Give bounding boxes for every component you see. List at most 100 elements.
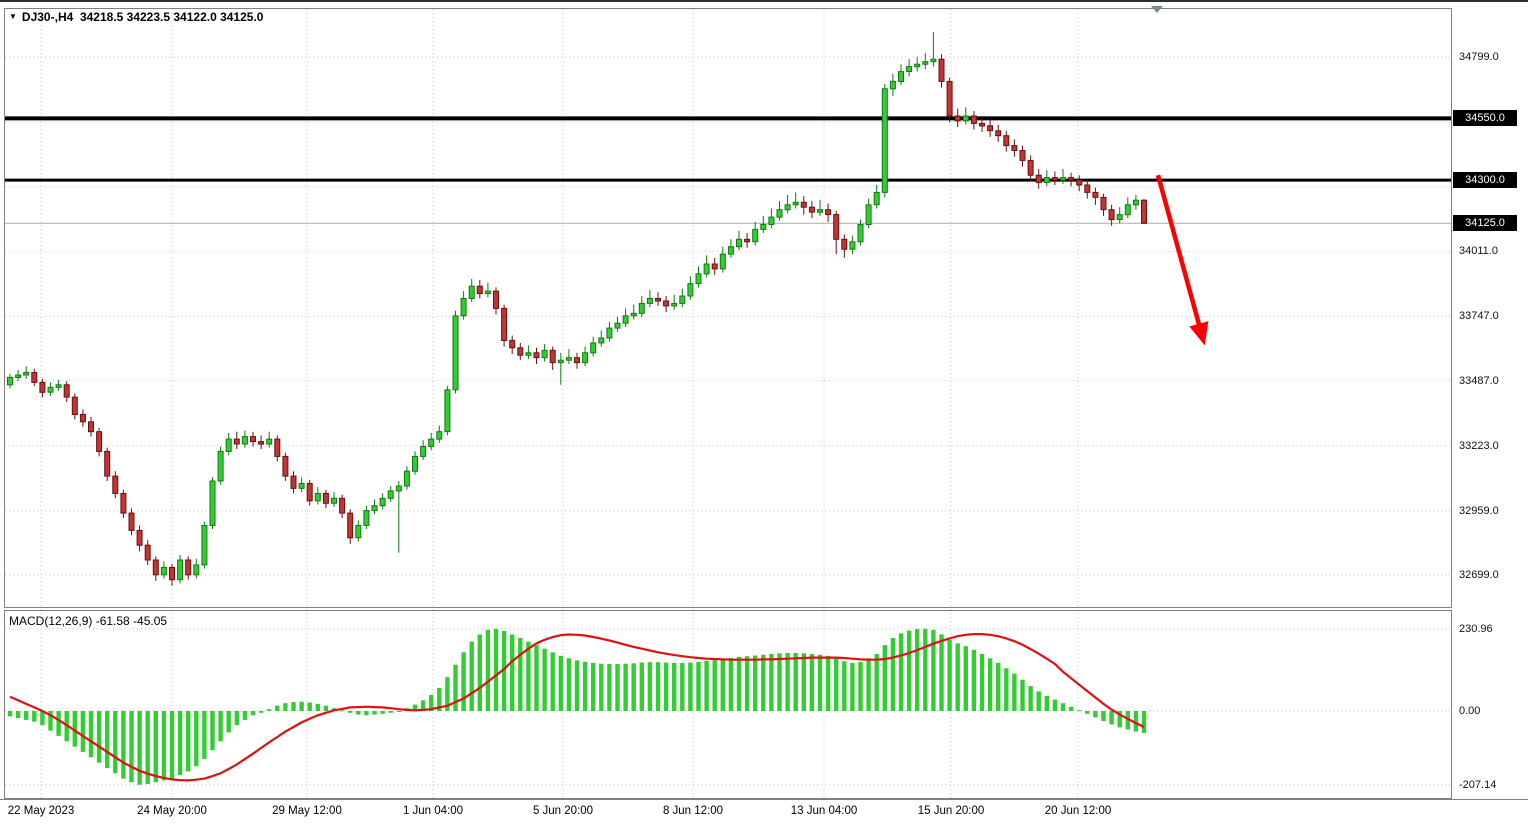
candlestick[interactable] — [201, 524, 208, 566]
candlestick[interactable] — [808, 206, 815, 213]
candlestick[interactable] — [857, 224, 864, 243]
candlestick[interactable] — [525, 352, 532, 356]
candlestick[interactable] — [347, 512, 354, 539]
candlestick[interactable] — [703, 263, 710, 275]
candlestick[interactable] — [282, 455, 289, 477]
candlestick[interactable] — [177, 559, 184, 581]
candlestick[interactable] — [258, 441, 265, 445]
candlestick[interactable] — [695, 273, 702, 285]
candlestick[interactable] — [1027, 159, 1034, 176]
candlestick[interactable] — [889, 80, 896, 90]
candlestick[interactable] — [655, 298, 661, 302]
candlestick[interactable] — [104, 450, 111, 477]
candlestick[interactable] — [363, 510, 370, 526]
candlestick[interactable] — [23, 372, 30, 376]
candlestick[interactable] — [752, 228, 759, 243]
candlestick[interactable] — [970, 115, 977, 124]
candlestick[interactable] — [995, 130, 1002, 137]
candlestick[interactable] — [47, 386, 54, 393]
candlestick[interactable] — [898, 71, 904, 82]
candlestick[interactable] — [420, 446, 427, 457]
candlestick[interactable] — [776, 209, 783, 218]
candlestick[interactable] — [403, 470, 410, 487]
candlestick[interactable] — [1116, 214, 1123, 221]
candlestick[interactable] — [371, 505, 378, 512]
candlestick[interactable] — [663, 300, 670, 307]
candlestick[interactable] — [849, 241, 856, 250]
candlestick[interactable] — [557, 359, 564, 364]
candlestick[interactable] — [800, 201, 807, 208]
candlestick[interactable] — [760, 224, 767, 230]
candlestick[interactable] — [395, 485, 402, 492]
candlestick[interactable] — [493, 290, 499, 309]
candlestick[interactable] — [727, 246, 734, 255]
candlestick[interactable] — [241, 436, 248, 445]
candlestick[interactable] — [906, 66, 913, 72]
candlestick[interactable] — [1141, 199, 1147, 224]
candlestick[interactable] — [768, 216, 775, 226]
candlestick[interactable] — [517, 347, 524, 356]
candlestick[interactable] — [15, 374, 22, 378]
candlestick[interactable] — [185, 559, 192, 576]
candlestick[interactable] — [225, 438, 232, 452]
candlestick[interactable] — [1068, 177, 1075, 181]
candlestick[interactable] — [476, 285, 483, 295]
trend-arrow[interactable] — [1155, 174, 1209, 346]
candlestick[interactable] — [784, 204, 791, 211]
candlestick[interactable] — [169, 566, 175, 581]
candlestick[interactable] — [987, 125, 994, 132]
candlestick[interactable] — [484, 290, 491, 295]
candlestick[interactable] — [266, 438, 273, 445]
candlestick[interactable] — [331, 497, 337, 504]
candlestick[interactable] — [817, 209, 823, 213]
candlestick[interactable] — [711, 263, 718, 270]
candlestick[interactable] — [436, 431, 443, 440]
candlestick[interactable] — [428, 438, 435, 448]
candlestick[interactable] — [298, 483, 305, 489]
candlestick[interactable] — [290, 475, 297, 489]
candlestick[interactable] — [322, 492, 329, 504]
candlestick[interactable] — [1132, 199, 1139, 206]
candlestick[interactable] — [233, 438, 240, 445]
candlestick[interactable] — [444, 389, 451, 433]
candlestick[interactable] — [1108, 209, 1115, 221]
candlestick[interactable] — [922, 61, 929, 65]
candlestick[interactable] — [460, 298, 467, 317]
candlestick[interactable] — [744, 238, 751, 243]
candlestick[interactable] — [833, 214, 840, 240]
candlestick[interactable] — [31, 372, 38, 383]
candlestick[interactable] — [622, 315, 629, 324]
candlestick[interactable] — [646, 298, 653, 304]
candlestick[interactable] — [638, 302, 645, 314]
candlestick[interactable] — [1019, 150, 1026, 161]
candlestick[interactable] — [152, 559, 159, 576]
candlestick[interactable] — [671, 302, 678, 307]
candlestick[interactable] — [468, 285, 475, 300]
candlestick[interactable] — [1043, 177, 1050, 184]
candlestick[interactable] — [452, 315, 459, 391]
candlestick[interactable] — [501, 307, 508, 341]
candlestick[interactable] — [825, 209, 832, 216]
candlestick[interactable] — [39, 381, 46, 393]
candlestick[interactable] — [614, 322, 621, 329]
symbol-dropdown-icon[interactable]: ▼ — [9, 12, 17, 21]
candlestick[interactable] — [128, 512, 135, 531]
candlestick[interactable] — [1076, 179, 1083, 186]
candlestick[interactable] — [914, 63, 921, 68]
candlestick[interactable] — [954, 115, 961, 122]
candlestick[interactable] — [630, 312, 637, 317]
candlestick[interactable] — [1060, 177, 1066, 181]
candlestick[interactable] — [250, 436, 256, 443]
chart-shift-marker-icon[interactable] — [1151, 6, 1163, 13]
candlestick[interactable] — [1092, 191, 1099, 198]
candlestick[interactable] — [71, 396, 78, 416]
candlestick[interactable] — [979, 122, 985, 127]
candlestick[interactable] — [541, 349, 548, 359]
candlestick[interactable] — [574, 357, 580, 364]
candlestick[interactable] — [533, 352, 540, 359]
candlestick[interactable] — [549, 349, 556, 364]
candlestick[interactable] — [582, 352, 589, 364]
candlestick[interactable] — [306, 483, 313, 502]
candlestick[interactable] — [1003, 135, 1010, 147]
